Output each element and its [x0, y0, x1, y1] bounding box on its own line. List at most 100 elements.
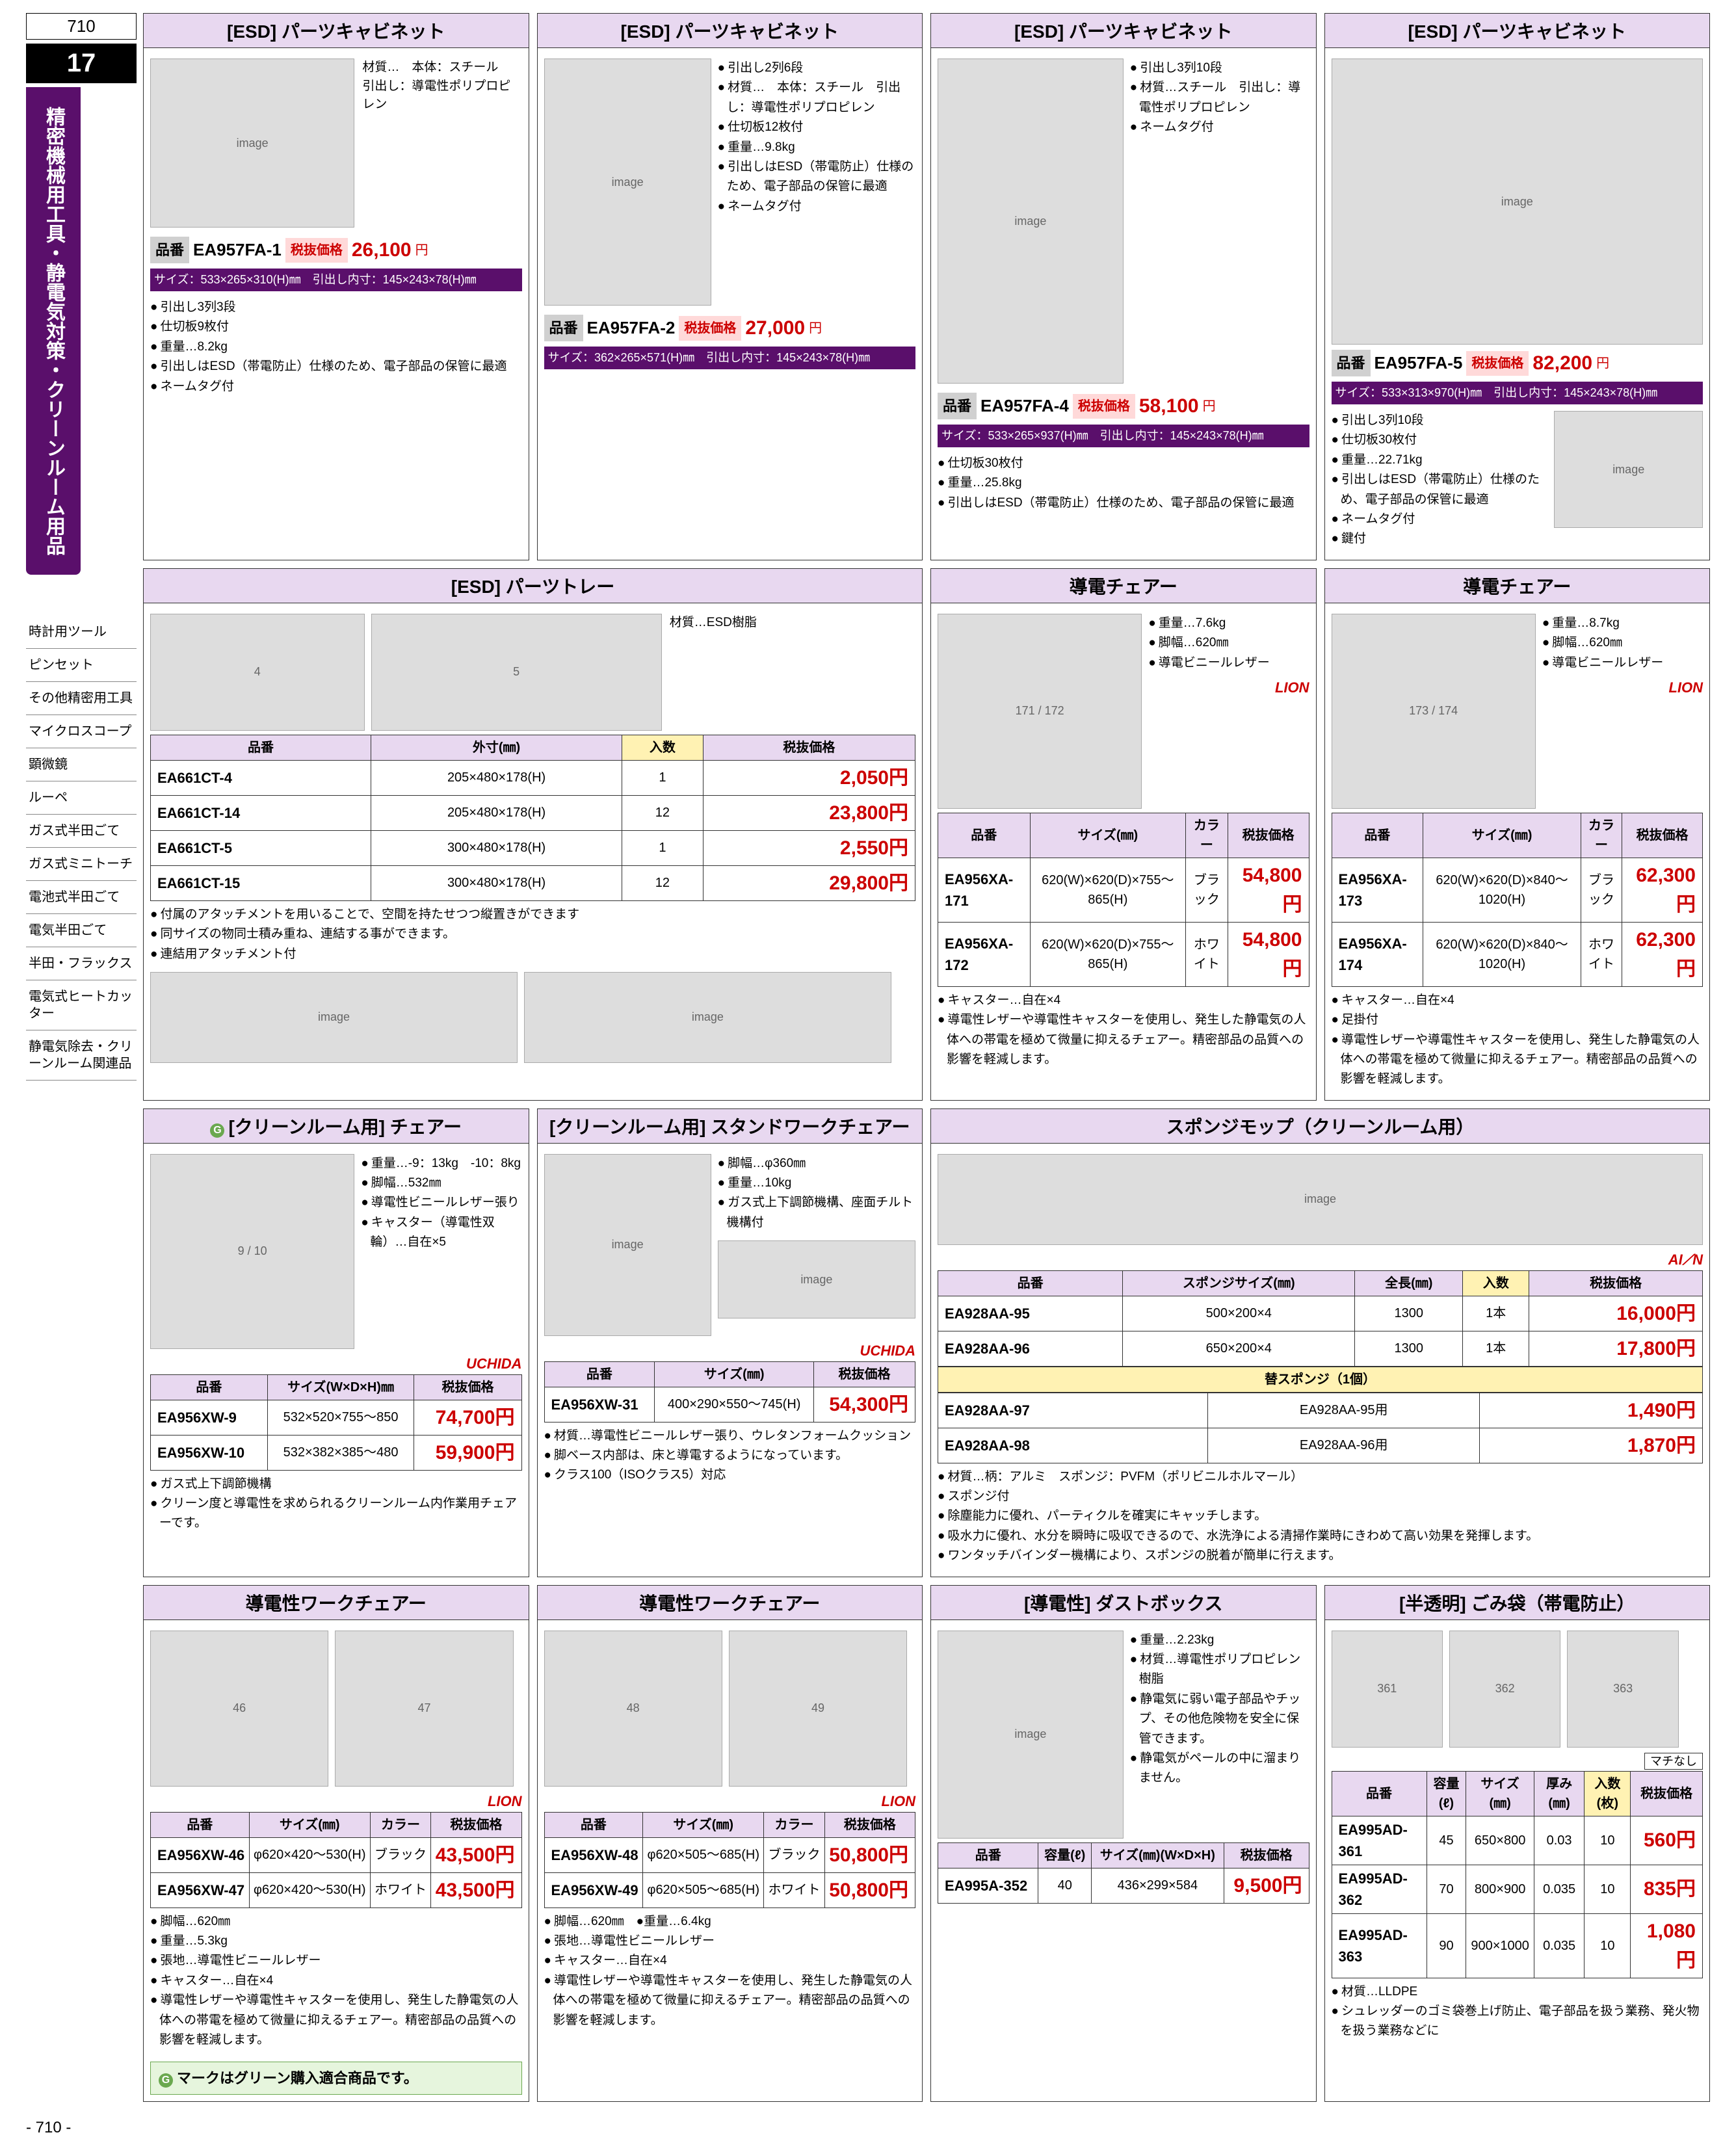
side-link-item[interactable]: ルーペ	[26, 781, 137, 815]
spec-list: キャスター…自在×4導電性レザーや導電性キャスターを使用し、発生した静電気の人体…	[938, 987, 1309, 1074]
spec-item: 脚幅…620㎜ ●重量…6.4kg	[544, 1912, 916, 1932]
table-header: 税抜価格	[813, 1361, 915, 1387]
conductive-chair-b: 導電チェアー 173 / 174 重量…8.7kg脚幅…620㎜導電ビニールレザ…	[1324, 568, 1711, 1101]
green-mark-icon: G	[210, 1123, 224, 1138]
product-image: image	[544, 1154, 711, 1336]
section-number: 17	[26, 44, 137, 83]
yen: 円	[1596, 354, 1609, 373]
price: 58,100	[1139, 391, 1199, 421]
table-cell: 90	[1427, 1913, 1466, 1978]
table-header: 税抜価格	[1224, 1842, 1309, 1868]
product-image: 173 / 174	[1332, 614, 1536, 809]
table-header: カラー	[1186, 813, 1228, 858]
spec-item: 同サイズの物同士積み重ね、連結する事ができます。	[150, 924, 915, 944]
table-header: 厚み(㎜)	[1534, 1771, 1584, 1816]
page-number-top: 710	[26, 13, 137, 40]
spec-item: 導電性レザーや導電性キャスターを使用し、発生した静電気の人体への帯電を極めて微量…	[150, 1991, 522, 2050]
spec-item: ネームタグ付	[1332, 510, 1548, 529]
work-chair-a-table: 品番サイズ(㎜)カラー税抜価格EA956XW-46φ620×420～530(H)…	[150, 1812, 522, 1908]
table-cell: ブラック	[764, 1837, 824, 1872]
side-link-item[interactable]: ガス式半田ごて	[26, 815, 137, 848]
side-link-item[interactable]: 静電気除去・クリーンルーム関連品	[26, 1030, 137, 1081]
block-title: 導電チェアー	[931, 569, 1316, 603]
yen: 円	[1203, 397, 1216, 416]
table-row: EA661CT-4205×480×178(H)12,050円	[151, 760, 915, 795]
spec-item: 重量…2.23kg	[1130, 1631, 1309, 1650]
table-header: サイズ(㎜)	[1030, 813, 1185, 858]
spec-item: 材質…LLDPE	[1332, 1982, 1703, 2002]
table-row: EA956XW-47φ620×420～530(H)ホワイト43,500円	[151, 1872, 522, 1907]
block-title: [半透明] ごみ袋（帯電防止）	[1325, 1586, 1710, 1620]
spec-item: 張地…導電性ビニールレザー	[544, 1932, 916, 1951]
spec-item: 材質…導電性ポリプロピレン樹脂	[1130, 1650, 1309, 1690]
table-cell: 10	[1585, 1865, 1631, 1913]
table-cell: 300×480×178(H)	[371, 865, 622, 900]
table-cell: 900×1000	[1466, 1913, 1534, 1978]
spec-item: 引出しはESD（帯電防止）仕様のため、電子部品の保管に最適	[718, 157, 915, 197]
product-image: image	[938, 1154, 1703, 1245]
table-cell: 532×520×755～850	[267, 1400, 414, 1435]
side-link-item[interactable]: 顕微鏡	[26, 748, 137, 781]
table-header: 税抜価格	[703, 735, 915, 760]
side-link-item[interactable]: 電気半田ごて	[26, 914, 137, 947]
spec-list: 材質…LLDPEシュレッダーのゴミ袋巻上げ防止、電子部品を扱う業務、発火物を扱う…	[1332, 1978, 1703, 2045]
table-row: EA928AA-97EA928AA-95用1,490円	[938, 1393, 1703, 1428]
spec-item: ネームタグ付	[1130, 118, 1309, 137]
side-link-item[interactable]: ガス式ミニトーチ	[26, 848, 137, 881]
spec-item: 仕切板30枚付	[1332, 430, 1548, 450]
side-link-item[interactable]: 時計用ツール	[26, 616, 137, 649]
garbage-bag: [半透明] ごみ袋（帯電防止） 361 362 363 マチなし 品番容量(ℓ)…	[1324, 1585, 1711, 2103]
product-image: image	[544, 59, 711, 306]
table-cell: 205×480×178(H)	[371, 795, 622, 830]
stand-chair-table: 品番サイズ(㎜)税抜価格EA956XW-31400×290×550～745(H)…	[544, 1361, 916, 1422]
spec-item: クラス100（ISOクラス5）対応	[544, 1465, 916, 1485]
table-cell: 650×800	[1466, 1816, 1534, 1865]
cabinet-1: [ESD] パーツキャビネット image 材質… 本体：スチール 引出し：導電…	[143, 13, 529, 560]
side-link-item[interactable]: 電池式半田ごて	[26, 881, 137, 914]
brand-logo: LION	[544, 1790, 916, 1812]
table-cell: 800×900	[1466, 1865, 1534, 1913]
spec-item: ネームタグ付	[150, 377, 522, 397]
table-cell: EA956XW-9	[151, 1400, 268, 1435]
table-header: サイズ(㎜)	[643, 1812, 764, 1837]
table-header: 全長(㎜)	[1355, 1270, 1463, 1296]
side-link-item[interactable]: 半田・フラックス	[26, 947, 137, 980]
side-link-item[interactable]: 電気式ヒートカッター	[26, 980, 137, 1030]
spec-item: 脚ベース内部は、床と導電するようになっています。	[544, 1446, 916, 1465]
table-cell: 1	[622, 830, 704, 865]
spec-item: キャスター…自在×4	[938, 991, 1309, 1010]
spec-list: 材質…柄：アルミ スポンジ：PVFM（ポリビニルホルマール）スポンジ付除塵能力に…	[938, 1463, 1703, 1570]
spec-item: 吸水力に優れ、水分を瞬時に吸収できるので、水洗浄による清掃作業時にきわめて高い効…	[938, 1527, 1703, 1546]
price-label: 税抜価格	[1466, 351, 1529, 376]
spec-list: ガス式上下調節機構クリーン度と導電性を求められるクリーンルーム内作業用チェアーで…	[150, 1471, 522, 1538]
table-cell: 1,870円	[1479, 1428, 1702, 1463]
spec-item: キャスター…自在×4	[150, 1971, 522, 1991]
table-header: サイズ(㎜)	[655, 1361, 814, 1387]
table-row: EA995AD-36145650×8000.0310560円	[1332, 1816, 1703, 1865]
table-header: カラー	[764, 1812, 824, 1837]
table-cell: EA956XW-48	[544, 1837, 643, 1872]
spec-item: シュレッダーのゴミ袋巻上げ防止、電子部品を扱う業務、発火物を扱う業務などに	[1332, 2002, 1703, 2041]
side-link-item[interactable]: ピンセット	[26, 649, 137, 682]
spec-list: 材質…導電性ビニールレザー張り、ウレタンフォームクッション脚ベース内部は、床と導…	[544, 1422, 916, 1489]
table-cell: 0.035	[1534, 1913, 1584, 1978]
spec-item: 導電性レザーや導電性キャスターを使用し、発生した静電気の人体への帯電を極めて微量…	[544, 1971, 916, 2030]
product-image: 46	[150, 1631, 328, 1787]
product-image: image	[938, 59, 1124, 384]
table-header: カラー	[370, 1812, 430, 1837]
bag-table: 品番容量(ℓ)サイズ(㎜)厚み(㎜)入数(枚)税抜価格EA995AD-36145…	[1332, 1771, 1703, 1978]
material-note: 材質… 本体：スチール 引出し：導電性ポリプロピレン	[361, 55, 521, 231]
table-cell: 205×480×178(H)	[371, 760, 622, 795]
conductive-chair-a: 導電チェアー 171 / 172 重量…7.6kg脚幅…620㎜導電ビニールレザ…	[930, 568, 1317, 1101]
spare-sponge-heading: 替スポンジ（1個）	[938, 1367, 1703, 1393]
side-link-item[interactable]: その他精密用工具	[26, 682, 137, 715]
spec-list: 引出し3列10段材質…スチール 引出し：導電性ポリプロピレンネームタグ付	[1130, 55, 1309, 387]
spec-item: ガス式上下調節機構	[150, 1475, 522, 1494]
table-header: サイズ(㎜)	[1423, 813, 1581, 858]
spec-item: 引出し2列6段	[718, 59, 915, 78]
product-image: image	[150, 59, 354, 228]
dustbox-table: 品番容量(ℓ)サイズ(㎜)(W×D×H)税抜価格EA995A-35240436×…	[938, 1842, 1309, 1904]
side-link-item[interactable]: マイクロスコープ	[26, 715, 137, 748]
spec-item: 引出し3列10段	[1332, 411, 1548, 430]
product-image: 48	[544, 1631, 722, 1787]
